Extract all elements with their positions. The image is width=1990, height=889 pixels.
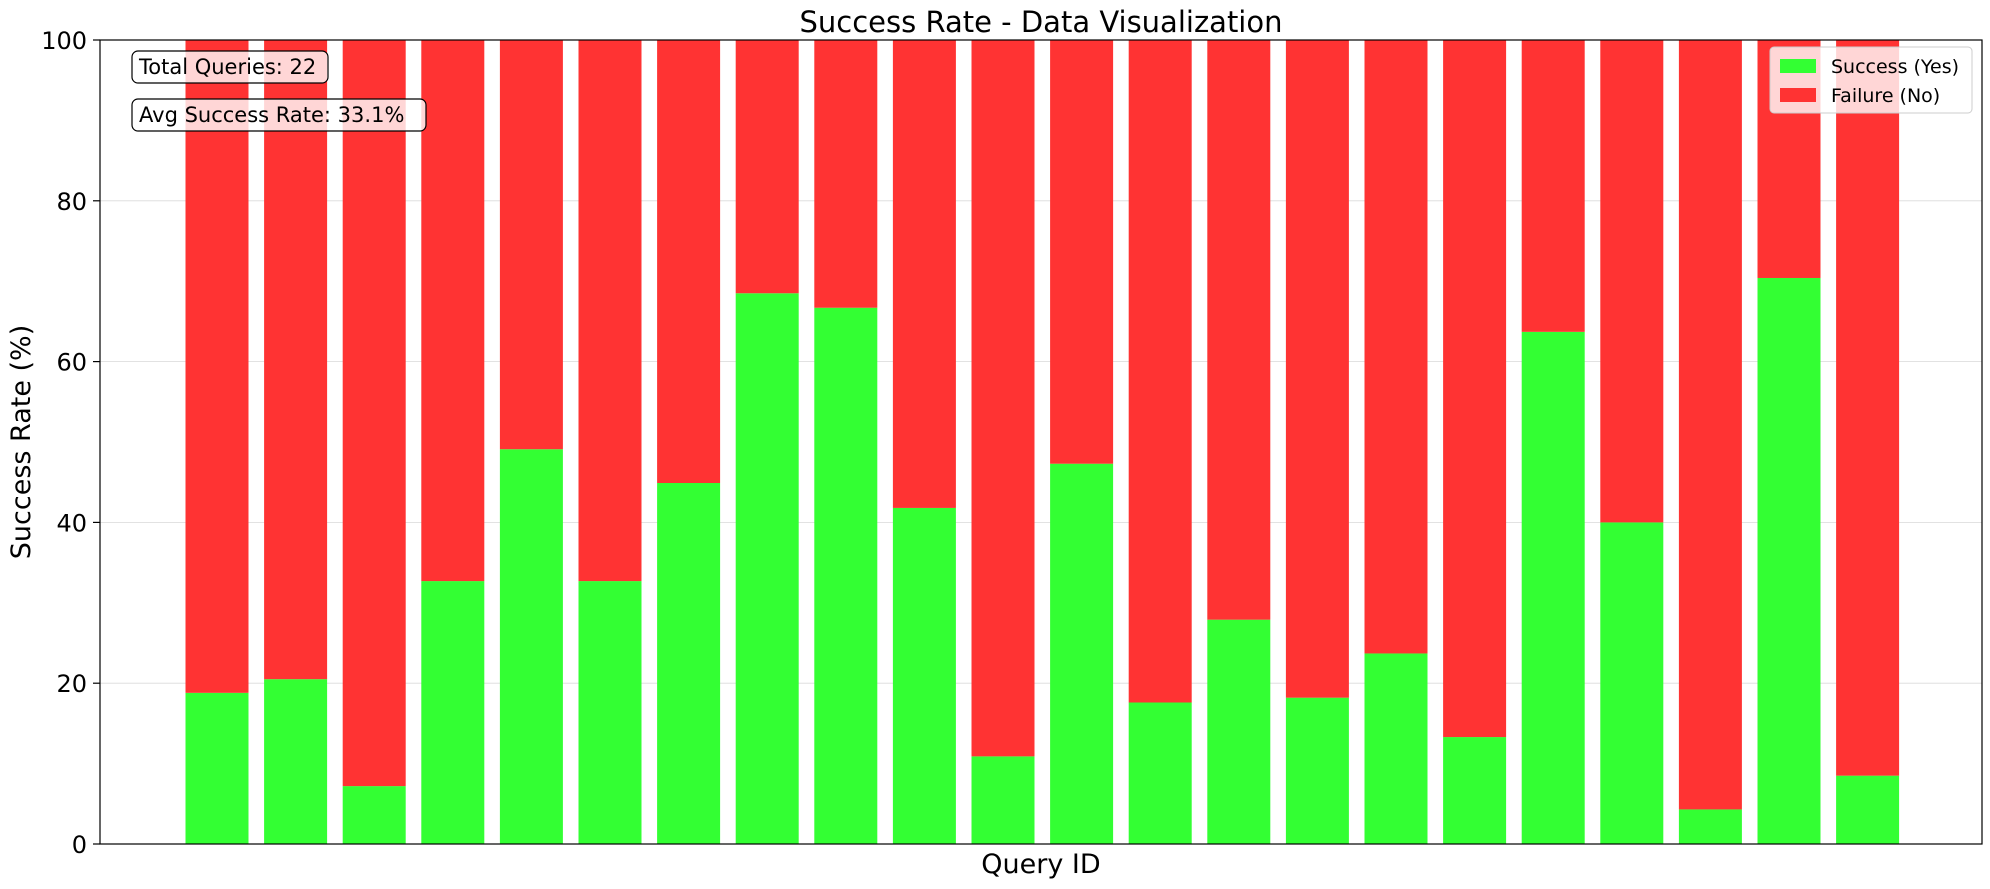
- bar-failure: [1521, 40, 1585, 332]
- bar-failure: [421, 40, 485, 582]
- bar-failure: [1128, 40, 1192, 703]
- bar-failure: [1364, 40, 1428, 654]
- bar-success: [1836, 775, 1900, 844]
- bar-success: [1600, 522, 1664, 844]
- bar-success: [264, 679, 328, 844]
- bar-failure: [1207, 40, 1271, 620]
- x-axis-label: Query ID: [981, 849, 1100, 880]
- bar-failure: [264, 40, 328, 680]
- bar-success: [1443, 737, 1507, 844]
- bar-failure: [185, 40, 249, 693]
- bar-failure: [578, 40, 642, 582]
- legend-label-success: Success (Yes): [1831, 56, 1959, 78]
- bar-failure: [1836, 40, 1900, 776]
- annotation-total-queries-text: Total Queries: 22: [138, 55, 316, 79]
- y-tick-label: 20: [56, 670, 87, 698]
- bar-success: [814, 307, 878, 844]
- bar-success: [499, 449, 563, 844]
- bar-failure: [814, 40, 878, 308]
- bar-success: [1285, 697, 1349, 844]
- bar-failure: [1285, 40, 1349, 698]
- bar-failure: [971, 40, 1035, 757]
- y-tick-label: 60: [56, 349, 87, 377]
- annotation-avg-success-text: Avg Success Rate: 33.1%: [139, 103, 404, 127]
- y-tick-label: 100: [41, 27, 87, 55]
- axes-frame: [99, 39, 1983, 845]
- bar-success: [342, 786, 406, 844]
- bar-success: [1757, 277, 1821, 844]
- y-axis: 0 20 40 60 80 100: [41, 27, 100, 859]
- bar-failure: [342, 40, 406, 787]
- bar-success: [578, 581, 642, 844]
- y-axis-label: Success Rate (%): [6, 325, 37, 559]
- bar-success: [1678, 809, 1742, 844]
- bar-failure: [499, 40, 563, 450]
- bar-failure: [892, 40, 956, 508]
- bars: [185, 40, 1900, 844]
- legend: Success (Yes) Failure (No): [1769, 46, 1973, 114]
- annotation-avg-success: Avg Success Rate: 33.1%: [131, 98, 427, 132]
- bar-success: [1364, 653, 1428, 844]
- bar-success: [892, 507, 956, 844]
- bar-success: [1207, 619, 1271, 844]
- bar-failure: [1678, 40, 1742, 810]
- bar-failure: [1443, 40, 1507, 738]
- bar-success: [1050, 463, 1114, 844]
- y-tick-label: 80: [56, 188, 87, 216]
- bar-failure: [735, 40, 799, 294]
- chart-title: Success Rate - Data Visualization: [800, 5, 1283, 39]
- legend-label-failure: Failure (No): [1831, 85, 1940, 107]
- bar-success: [1128, 702, 1192, 844]
- bar-failure: [1600, 40, 1664, 523]
- bar-failure: [657, 40, 721, 484]
- bar-success: [421, 581, 485, 844]
- y-tick-label: 0: [72, 831, 87, 859]
- bar-success: [657, 483, 721, 844]
- bar-failure: [1050, 40, 1114, 464]
- bar-success: [1521, 331, 1585, 844]
- legend-swatch-failure: [1780, 88, 1816, 102]
- bar-success: [971, 756, 1035, 844]
- annotation-total-queries: Total Queries: 22: [131, 50, 329, 84]
- legend-swatch-success: [1780, 59, 1816, 73]
- bar-success: [185, 692, 249, 844]
- y-tick-label: 40: [56, 509, 87, 537]
- bar-success: [735, 293, 799, 844]
